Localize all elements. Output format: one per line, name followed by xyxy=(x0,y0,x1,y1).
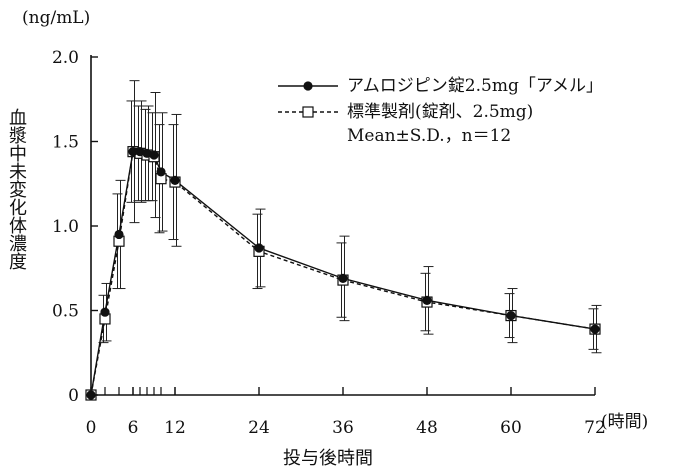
data-point-test xyxy=(170,175,180,185)
y-tick-label: 0.5 xyxy=(52,302,79,322)
y-axis-label: 血漿中未変化体濃度 xyxy=(6,108,27,270)
x-tick-label: 24 xyxy=(248,418,270,438)
data-point-test xyxy=(86,390,96,400)
x-tick-label: 60 xyxy=(500,418,522,438)
series-line-1 xyxy=(90,150,596,396)
data-point-test xyxy=(590,324,600,334)
data-point-test xyxy=(128,147,138,157)
legend-marker-reference xyxy=(302,106,314,118)
y-tick-label: 2.0 xyxy=(52,48,79,68)
x-tick-label: 48 xyxy=(416,418,438,438)
legend-entry-test: アムロジピン錠2.5mg「アメル」 xyxy=(347,76,603,96)
legend-marks xyxy=(278,81,338,118)
data-point-test xyxy=(114,229,124,240)
axes: 0 0.5 1.0 1.5 2.0 0 6 12 24 36 48 60 72 xyxy=(52,48,606,438)
y-tick-label: 1.0 xyxy=(52,217,79,237)
data-point-test xyxy=(338,273,348,283)
data-point-test xyxy=(135,147,145,157)
y-tick-label: 1.5 xyxy=(52,133,79,153)
x-axis-label: 投与後時間 xyxy=(283,448,373,469)
y-tick-label: 0 xyxy=(68,386,79,406)
series-lines xyxy=(90,150,596,396)
data-point-test xyxy=(100,307,110,317)
data-point-test xyxy=(422,295,432,305)
legend-marker-test xyxy=(303,81,313,91)
data-point-test xyxy=(506,310,516,321)
data-point-test xyxy=(149,150,159,160)
series-markers xyxy=(85,146,601,401)
data-point-test xyxy=(156,167,166,177)
data-point-test xyxy=(254,243,264,253)
x-tick-label: 0 xyxy=(86,418,97,438)
y-unit-label: (ng/mL) xyxy=(22,8,91,28)
x-tick-label: 72 xyxy=(584,418,606,438)
x-tick-label: 36 xyxy=(332,418,354,438)
x-tick-label: 12 xyxy=(164,418,186,438)
series-line-2 xyxy=(90,150,596,396)
legend-note: Mean±S.D.，n＝12 xyxy=(347,126,512,146)
data-point-test xyxy=(142,148,152,158)
x-unit-label: (時間) xyxy=(601,412,649,432)
x-tick-label: 6 xyxy=(128,418,139,438)
legend-entry-reference: 標準製剤(錠剤、2.5mg) xyxy=(347,102,534,122)
